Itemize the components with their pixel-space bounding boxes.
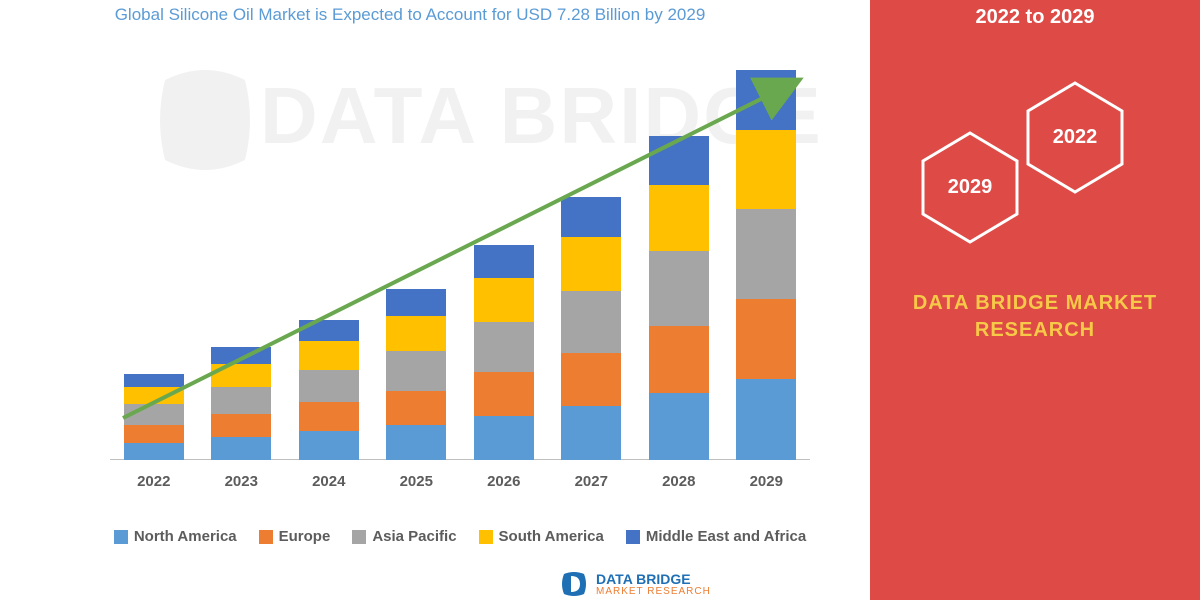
- bar-2023: [211, 347, 271, 460]
- bar-segment: [386, 316, 446, 351]
- bar-segment: [474, 322, 534, 372]
- bar-2029: [736, 70, 796, 460]
- x-tick-label: 2025: [386, 473, 446, 490]
- x-tick-label: 2022: [124, 473, 184, 490]
- chart-panel: Global Silicone Oil Market is Expected t…: [0, 0, 870, 600]
- legend-item: South America: [479, 528, 604, 545]
- legend-label: North America: [134, 528, 237, 545]
- bar-segment: [736, 299, 796, 380]
- legend-label: Asia Pacific: [372, 528, 456, 545]
- bar-2026: [474, 245, 534, 460]
- legend-label: South America: [499, 528, 604, 545]
- bar-segment: [561, 353, 621, 407]
- bar-segment: [299, 431, 359, 460]
- hex-label: 2022: [1053, 126, 1098, 149]
- chart-legend: North America Europe Asia Pacific South Ame…: [100, 528, 820, 545]
- hex-label: 2029: [948, 176, 993, 199]
- right-panel: 2022 to 2029 2029 2022 DATA BRIDGE MARKE…: [870, 0, 1200, 600]
- bar-segment: [649, 185, 709, 250]
- hexagon-group: 2029 2022: [920, 80, 1150, 250]
- bar-2024: [299, 320, 359, 460]
- x-tick-label: 2027: [561, 473, 621, 490]
- x-tick-label: 2023: [211, 473, 271, 490]
- bar-segment: [124, 425, 184, 442]
- bar-2027: [561, 197, 621, 460]
- hexagon-2022: 2022: [1025, 80, 1125, 195]
- legend-item: Middle East and Africa: [626, 528, 806, 545]
- bar-segment: [736, 130, 796, 209]
- bar-segment: [124, 443, 184, 460]
- legend-label: Europe: [279, 528, 331, 545]
- bar-segment: [124, 404, 184, 425]
- x-tick-label: 2026: [474, 473, 534, 490]
- bar-segment: [299, 320, 359, 341]
- legend-swatch-icon: [259, 530, 273, 544]
- bar-segment: [649, 326, 709, 393]
- bar-2025: [386, 289, 446, 460]
- bar-segment: [474, 372, 534, 416]
- bar-segment: [474, 278, 534, 322]
- legend-swatch-icon: [114, 530, 128, 544]
- bar-2022: [124, 374, 184, 460]
- footer-brand-name: DATA BRIDGE: [596, 572, 711, 586]
- footer-brand-sub: MARKET RESEARCH: [596, 586, 711, 597]
- bars-container: [110, 60, 810, 460]
- bar-segment: [386, 425, 446, 460]
- x-axis-labels: 2022 2023 2024 2025 2026 2027 2028 2029: [110, 473, 810, 490]
- chart-title: Global Silicone Oil Market is Expected t…: [100, 4, 720, 27]
- bar-segment: [649, 251, 709, 326]
- bar-segment: [649, 393, 709, 460]
- bar-segment: [736, 209, 796, 299]
- bar-segment: [211, 437, 271, 460]
- brand-mark-icon: [560, 570, 588, 598]
- legend-swatch-icon: [479, 530, 493, 544]
- bar-segment: [124, 374, 184, 387]
- bar-2028: [649, 136, 709, 460]
- footer-brand-logo: DATA BRIDGE MARKET RESEARCH: [560, 570, 711, 598]
- bar-segment: [561, 237, 621, 291]
- bar-segment: [124, 387, 184, 404]
- bar-segment: [299, 341, 359, 370]
- bar-segment: [299, 370, 359, 403]
- bar-segment: [211, 364, 271, 387]
- bar-segment: [474, 245, 534, 278]
- x-tick-label: 2024: [299, 473, 359, 490]
- bar-segment: [386, 391, 446, 426]
- forecast-range: 2022 to 2029: [870, 6, 1200, 29]
- chart-area: 2022 2023 2024 2025 2026 2027 2028 2029: [110, 60, 810, 490]
- hexagon-2029: 2029: [920, 130, 1020, 245]
- x-tick-label: 2028: [649, 473, 709, 490]
- bar-segment: [299, 402, 359, 431]
- bar-segment: [386, 351, 446, 391]
- legend-item: North America: [114, 528, 237, 545]
- bar-segment: [649, 136, 709, 186]
- brand-line2: RESEARCH: [975, 319, 1095, 341]
- bar-segment: [561, 291, 621, 352]
- brand-title: DATA BRIDGE MARKET RESEARCH: [870, 290, 1200, 344]
- bar-segment: [561, 197, 621, 237]
- bar-segment: [211, 414, 271, 437]
- bar-segment: [474, 416, 534, 460]
- legend-item: Europe: [259, 528, 331, 545]
- bar-segment: [386, 289, 446, 316]
- brand-line1: DATA BRIDGE MARKET: [913, 292, 1157, 314]
- bar-segment: [211, 347, 271, 364]
- bar-segment: [736, 70, 796, 130]
- bar-segment: [736, 379, 796, 460]
- legend-label: Middle East and Africa: [646, 528, 806, 545]
- legend-item: Asia Pacific: [352, 528, 456, 545]
- legend-swatch-icon: [626, 530, 640, 544]
- bar-segment: [211, 387, 271, 414]
- legend-swatch-icon: [352, 530, 366, 544]
- bar-segment: [561, 406, 621, 460]
- x-tick-label: 2029: [736, 473, 796, 490]
